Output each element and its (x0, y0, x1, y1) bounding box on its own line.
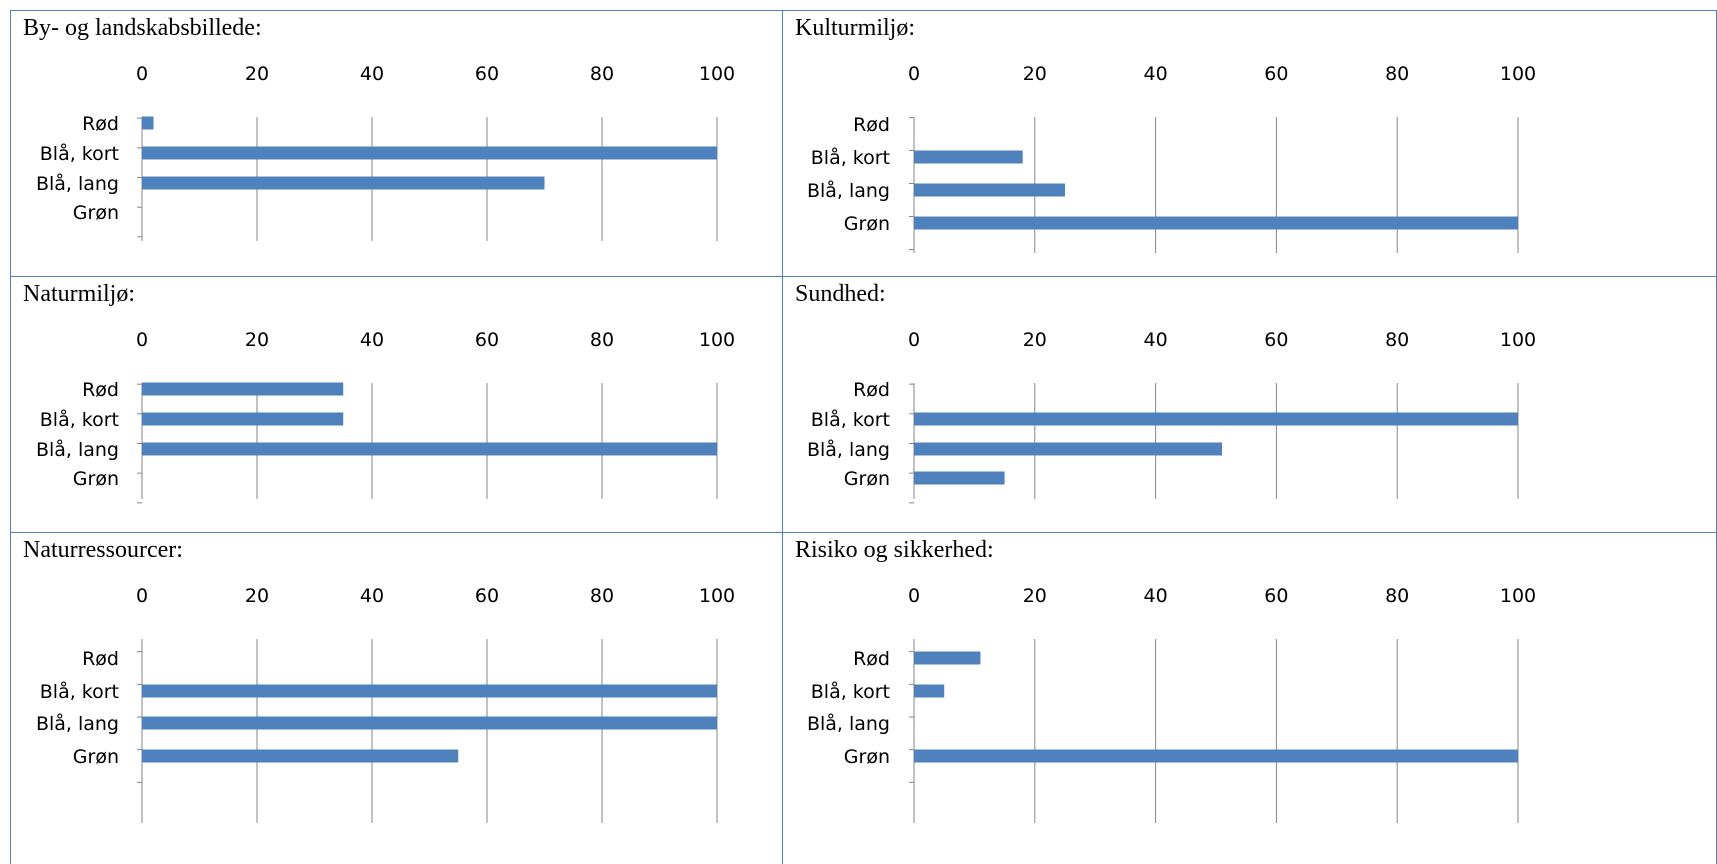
chart-panel-by-og-landskabsbillede: By- og landskabsbillede: 0 20 40 60 80 100 Rød… (10, 10, 782, 276)
y-category-label: Blå, kort (811, 680, 890, 703)
x-tick-label: 0 (136, 329, 148, 351)
x-tick-label: 100 (699, 329, 735, 351)
y-category-label: Blå, kort (811, 146, 890, 169)
x-tick-label: 0 (908, 329, 920, 351)
bar (142, 442, 717, 456)
x-tick-label: 60 (1264, 63, 1288, 85)
bar-chart-kulturmiljo: 0 20 40 60 80 100 Rød Blå, kort Blå, lang Grøn (807, 63, 1536, 253)
x-tick-label: 20 (245, 63, 269, 85)
x-tick-label: 80 (590, 63, 614, 85)
y-category-label: Blå, lang (807, 712, 890, 735)
y-category-label: Rød (853, 379, 890, 401)
bar-chart-by-og-landskabsbillede: 0 20 40 60 80 100 Rød Blå, kort Blå, lang Grøn (36, 63, 735, 241)
y-category-label: Rød (82, 379, 119, 401)
x-tick-label: 0 (136, 63, 148, 85)
bar (914, 749, 1518, 763)
chart-panel-naturmiljo: Naturmiljø: 0 20 40 60 80 100 Rød Blå, kort Blå,… (10, 276, 782, 532)
chart-title: Naturmiljø: (23, 281, 135, 307)
x-tick-label: 20 (245, 329, 269, 351)
x-tick-label: 80 (1385, 585, 1409, 607)
x-tick-label: 60 (1264, 585, 1288, 607)
x-tick-label: 60 (475, 585, 499, 607)
chart-panel-naturressourcer: Naturressourcer: 0 20 40 60 80 100 Rød Blå, kor… (10, 532, 782, 864)
bar (142, 116, 154, 130)
x-tick-label: 80 (1385, 63, 1409, 85)
y-category-label: Blå, lang (807, 179, 890, 202)
x-tick-label: 40 (1144, 63, 1168, 85)
x-tick-label: 40 (360, 585, 384, 607)
x-tick-label: 40 (360, 329, 384, 351)
chart-grid: By- og landskabsbillede: 0 20 40 60 80 100 Rød… (10, 10, 1717, 864)
y-category-label: Blå, lang (36, 438, 119, 461)
y-category-label: Grøn (844, 213, 890, 235)
x-tick-label: 20 (1023, 63, 1047, 85)
x-tick-label: 60 (475, 63, 499, 85)
x-tick-label: 60 (475, 329, 499, 351)
chart-panel-kulturmiljo: Kulturmiljø: 0 20 40 60 80 100 Rød Blå, kort Blå… (782, 10, 1717, 276)
bar-chart-risiko-og-sikkerhed: 0 20 40 60 80 100 Rød Blå, kort Blå, lang Grøn (807, 585, 1536, 823)
chart-title: Sundhed: (795, 281, 886, 307)
bar (914, 442, 1223, 456)
y-category-label: Blå, kort (40, 408, 119, 431)
y-category-label: Rød (82, 113, 119, 135)
bar (914, 150, 1023, 164)
chart-title: By- og landskabsbillede: (23, 15, 262, 41)
y-category-label: Blå, kort (40, 680, 119, 703)
bar (914, 684, 945, 698)
x-tick-label: 20 (245, 585, 269, 607)
x-tick-label: 80 (590, 585, 614, 607)
bar (142, 176, 545, 190)
y-category-label: Blå, kort (811, 408, 890, 431)
bar (142, 382, 344, 396)
chart-panel-sundhed: Sundhed: 0 20 40 60 80 100 Rød Blå, kort Blå, la… (782, 276, 1717, 532)
y-category-label: Blå, lang (36, 712, 119, 735)
bar (142, 716, 717, 730)
y-category-label: Blå, kort (40, 142, 119, 165)
y-category-label: Grøn (844, 468, 890, 490)
bar (914, 216, 1518, 230)
x-tick-label: 100 (699, 585, 735, 607)
y-category-label: Rød (853, 648, 890, 670)
y-category-label: Rød (82, 648, 119, 670)
x-tick-label: 0 (136, 585, 148, 607)
y-category-label: Grøn (73, 202, 119, 224)
y-category-label: Grøn (844, 746, 890, 768)
x-tick-label: 60 (1264, 329, 1288, 351)
x-tick-label: 100 (699, 63, 735, 85)
y-category-label: Rød (853, 114, 890, 136)
x-tick-label: 20 (1023, 585, 1047, 607)
chart-title: Kulturmiljø: (795, 15, 915, 41)
chart-title: Naturressourcer: (23, 537, 183, 563)
x-tick-label: 40 (360, 63, 384, 85)
y-category-label: Grøn (73, 746, 119, 768)
bar (142, 412, 344, 426)
bar (914, 183, 1065, 197)
bar-chart-sundhed: 0 20 40 60 80 100 Rød Blå, kort Blå, lang Grøn (807, 329, 1536, 504)
x-tick-label: 0 (908, 63, 920, 85)
x-tick-label: 100 (1500, 329, 1536, 351)
bar (142, 749, 459, 763)
y-category-label: Grøn (73, 468, 119, 490)
x-tick-label: 80 (1385, 329, 1409, 351)
x-tick-label: 0 (908, 585, 920, 607)
bar (142, 684, 717, 698)
x-tick-label: 80 (590, 329, 614, 351)
y-category-label: Blå, lang (807, 438, 890, 461)
y-category-label: Blå, lang (36, 172, 119, 195)
bar (914, 651, 981, 665)
bar (142, 146, 717, 160)
bar-chart-naturmiljo: 0 20 40 60 80 100 Rød Blå, kort Blå, lang Grøn (36, 329, 735, 504)
x-tick-label: 100 (1500, 63, 1536, 85)
x-tick-label: 40 (1144, 585, 1168, 607)
bar-chart-naturressourcer: 0 20 40 60 80 100 Rød Blå, kort Blå, lang Grøn (36, 585, 735, 823)
bar (914, 471, 1005, 485)
x-tick-label: 40 (1144, 329, 1168, 351)
bar (914, 412, 1518, 426)
chart-title: Risiko og sikkerhed: (795, 537, 994, 563)
x-tick-label: 20 (1023, 329, 1047, 351)
chart-panel-risiko-og-sikkerhed: Risiko og sikkerhed: 0 20 40 60 80 100 Rød Blå,… (782, 532, 1717, 864)
x-tick-label: 100 (1500, 585, 1536, 607)
